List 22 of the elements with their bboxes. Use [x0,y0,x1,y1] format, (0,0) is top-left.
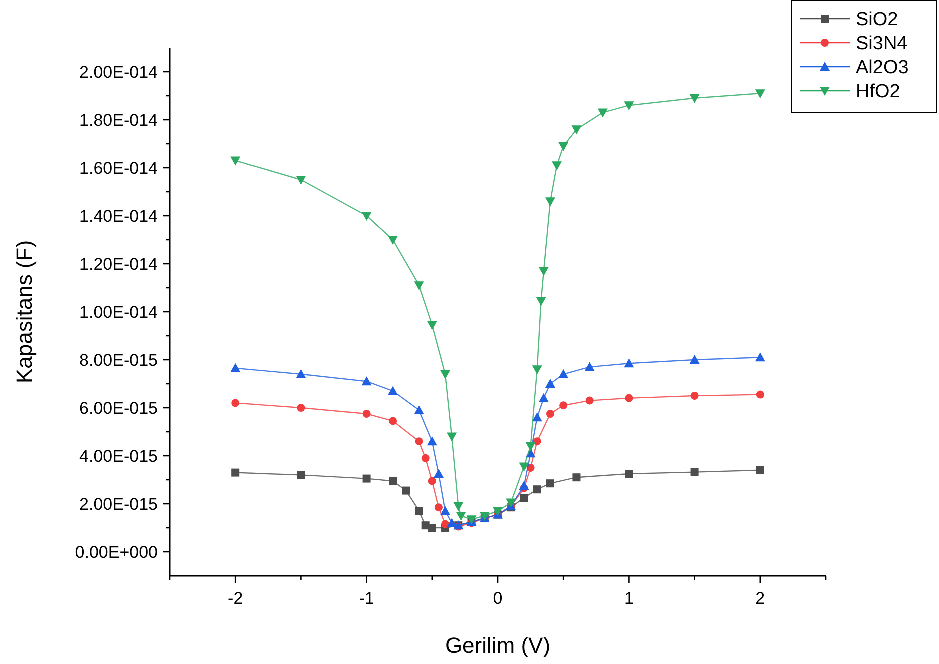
y-tick-label: 1.00E-014 [80,302,158,322]
y-tick-label: 4.00E-015 [80,446,158,466]
y-tick-label: 1.40E-014 [80,206,158,226]
legend-label: SiO2 [856,10,898,31]
y-tick-label: 1.60E-014 [80,158,158,178]
y-tick-label: 6.00E-015 [80,398,158,418]
y-tick-label: 2.00E-015 [80,494,158,514]
y-tick-label: 0.00E+000 [75,542,158,562]
x-tick-label: -2 [228,589,244,608]
y-axis-title: Kapasitans (F) [12,240,37,384]
legend-label: Si3N4 [856,34,908,55]
x-tick-label: 1 [624,589,634,608]
y-tick-label: 1.80E-014 [80,110,158,130]
y-tick-label: 8.00E-015 [80,350,158,370]
legend-label: Al2O3 [856,58,909,79]
x-tick-label: -1 [359,589,374,608]
x-axis-title: Gerilim (V) [445,633,551,658]
y-tick-label: 1.20E-014 [80,254,158,274]
x-tick-label: 0 [493,589,503,608]
legend-label: HfO2 [856,82,900,103]
y-tick-label: 2.00E-014 [80,62,158,82]
x-tick-label: 2 [756,589,766,608]
